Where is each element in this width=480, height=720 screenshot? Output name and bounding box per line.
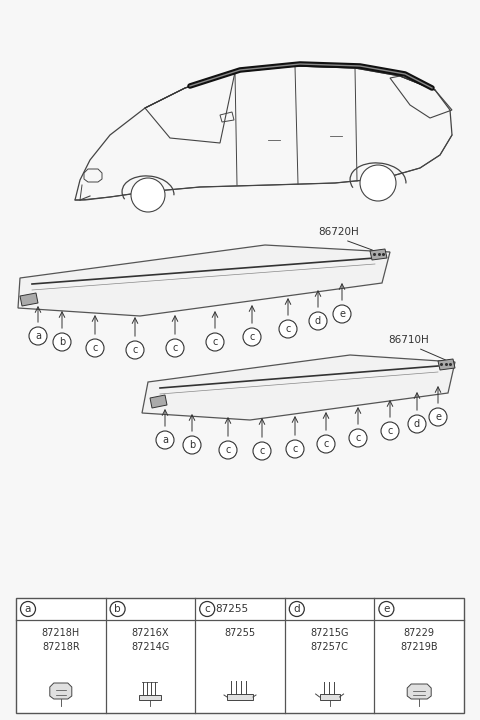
Circle shape [219, 441, 237, 459]
Polygon shape [438, 359, 455, 370]
Circle shape [309, 312, 327, 330]
Text: c: c [225, 445, 231, 455]
Polygon shape [407, 684, 431, 699]
Circle shape [131, 178, 165, 212]
Circle shape [289, 601, 304, 616]
Text: d: d [315, 316, 321, 326]
Text: c: c [355, 433, 360, 443]
Text: a: a [35, 331, 41, 341]
Text: c: c [249, 332, 255, 342]
Text: c: c [285, 324, 291, 334]
Text: 87218H
87218R: 87218H 87218R [42, 628, 80, 652]
Circle shape [86, 339, 104, 357]
Circle shape [429, 408, 447, 426]
Text: a: a [162, 435, 168, 445]
Text: c: c [292, 444, 298, 454]
Circle shape [126, 341, 144, 359]
Text: c: c [204, 604, 210, 614]
Circle shape [349, 429, 367, 447]
Text: 86710H: 86710H [388, 335, 429, 345]
Circle shape [360, 165, 396, 201]
Circle shape [166, 339, 184, 357]
Text: c: c [387, 426, 393, 436]
Circle shape [110, 601, 125, 616]
Text: 87255: 87255 [215, 604, 248, 614]
Text: e: e [383, 604, 390, 614]
Circle shape [381, 422, 399, 440]
Circle shape [286, 440, 304, 458]
Text: 87229
87219B: 87229 87219B [400, 628, 438, 652]
Circle shape [379, 601, 394, 616]
Circle shape [333, 305, 351, 323]
Text: 87255: 87255 [225, 628, 255, 638]
Text: b: b [189, 440, 195, 450]
Text: e: e [339, 309, 345, 319]
Circle shape [53, 333, 71, 351]
Text: 87215G
87257C: 87215G 87257C [311, 628, 349, 652]
Circle shape [183, 436, 201, 454]
Polygon shape [150, 395, 167, 408]
Circle shape [317, 435, 335, 453]
Circle shape [200, 601, 215, 616]
Circle shape [29, 327, 47, 345]
Text: c: c [172, 343, 178, 353]
Text: c: c [132, 345, 138, 355]
Polygon shape [50, 683, 72, 699]
Polygon shape [370, 249, 387, 260]
Text: b: b [114, 604, 121, 614]
Text: 87216X
87214G: 87216X 87214G [131, 628, 169, 652]
Text: a: a [25, 604, 31, 614]
Polygon shape [320, 694, 339, 700]
Text: c: c [212, 337, 218, 347]
Circle shape [279, 320, 297, 338]
Circle shape [408, 415, 426, 433]
Text: c: c [92, 343, 98, 353]
Circle shape [253, 442, 271, 460]
Text: c: c [324, 439, 329, 449]
Circle shape [243, 328, 261, 346]
Polygon shape [18, 245, 390, 316]
Circle shape [156, 431, 174, 449]
Text: b: b [59, 337, 65, 347]
Circle shape [21, 601, 36, 616]
Text: 86720H: 86720H [318, 227, 359, 237]
Text: d: d [414, 419, 420, 429]
Polygon shape [227, 694, 253, 700]
Text: d: d [293, 604, 300, 614]
Polygon shape [20, 293, 38, 306]
Polygon shape [139, 695, 161, 700]
Bar [16, 598, 464, 713]
Text: e: e [435, 412, 441, 422]
Polygon shape [142, 355, 455, 420]
Text: c: c [259, 446, 264, 456]
Circle shape [206, 333, 224, 351]
